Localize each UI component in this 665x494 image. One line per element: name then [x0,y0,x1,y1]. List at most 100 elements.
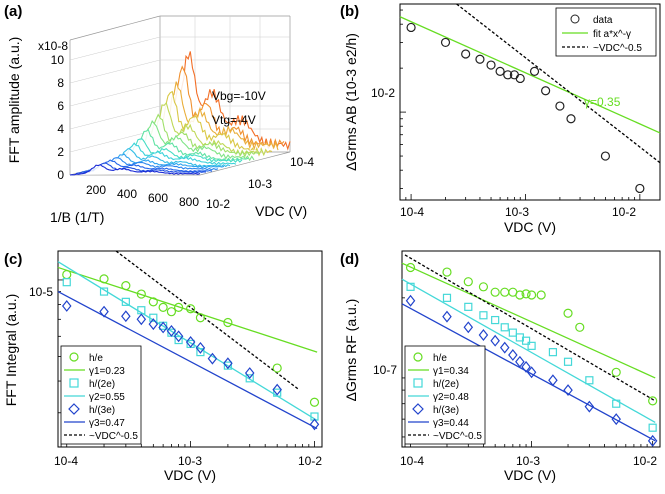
data-point-circle [136,289,146,299]
data-point-diamond [223,357,233,370]
data-point-circle [99,274,109,284]
data-point-circle [521,289,531,299]
panel-a-ylabel: VDC (V) [255,203,307,219]
panel-a-annotation: Vtg=-4V [212,113,256,127]
reference-dashed-line [115,250,300,391]
data-point-circle [611,367,621,377]
panel-a-xtick: 200 [86,183,106,197]
data-point-diamond [99,305,109,318]
panel-c-ytick: 10-5 [29,285,53,299]
data-point-circle [186,304,196,314]
panel-d-legend-label: h/(3e) [433,405,459,416]
data-point-diamond [548,374,558,387]
data-point-square [563,357,573,366]
data-point-circle [62,269,72,280]
panel-d-legend-marker [412,403,424,415]
panel-a-surface-curves [69,51,291,176]
data-point-square [521,336,531,345]
data-point-circle [503,70,513,80]
panel-b-legend-label: data [593,15,613,26]
data-point-circle [500,287,510,297]
data-point-circle [475,54,485,64]
data-point-circle [536,290,546,300]
surface-curve [69,164,201,176]
data-point-diamond [563,384,573,397]
reference-dashed-line [456,3,661,164]
panel-a-xtick: 400 [117,187,137,201]
panel-d-xlabel: VDC (V) [504,467,556,483]
data-point-diamond [136,313,147,326]
data-point-square [121,297,130,306]
panel-b-frame [399,3,661,201]
data-point-square [464,302,473,311]
panel-a-ytick: 10-3 [248,177,272,191]
data-point-circle [463,277,473,287]
data-point-circle [515,73,525,84]
panel-b-xlabel: VDC (V) [504,219,556,235]
panel-d-legend-label: γ3=0.44 [433,418,469,429]
panel-c-legend-box [60,345,142,445]
data-point-diamond [244,367,255,380]
data-point-circle [166,307,177,317]
panel-d-legend-box [404,345,486,445]
data-point-circle [566,114,576,124]
panel-b-xtick: 10-4 [400,205,424,219]
data-point-circle [490,287,500,297]
panel-a-ztick: 10 [51,53,65,67]
data-point-diamond [173,330,184,343]
data-point-diamond [611,413,621,426]
panel-c-legend: h/e γ1=0.23 h/(2e) γ2=0.55 h/(3e) γ3=0.4… [60,345,142,445]
panel-c-legend-label: ~VDC^-0.5 [89,431,138,442]
data-point-square [406,282,415,291]
panel-d-frame [401,250,661,448]
panel-c-xtick: 10-2 [298,454,322,468]
data-point-circle [442,267,452,277]
data-point-circle [223,317,233,328]
panel-a-xlabel: 1/B (1/T) [50,209,104,225]
panel-d-legend: h/e γ1=0.34 h/(2e) γ2=0.48 h/(3e) γ3=0.4… [404,345,486,445]
panel-d-legend-label: γ2=0.48 [433,392,469,403]
data-point-circle [575,322,585,332]
panel-c-xtick: 10-4 [54,454,78,468]
data-point-diamond [405,294,416,307]
data-point-diamond [121,310,131,323]
panel-c-xtick: 10-3 [178,454,202,468]
panel-c-legend-label: γ3=0.47 [89,418,125,429]
panel-b-legend-label: fit a*x^-γ [593,29,631,40]
panel-a: (a) FFT amplitude (a.u.) x10- [4,3,314,225]
data-point-circle [648,396,658,406]
panel-d-ytick: 10-7 [373,363,397,377]
data-point-diamond [515,355,525,368]
data-point-diamond [442,310,452,323]
data-point-circle [478,282,489,292]
panel-d-legend-label: ~VDC^-0.5 [433,431,482,442]
data-point-circle [195,313,206,323]
panel-d-plot-area [401,250,658,447]
data-point-diamond [61,299,72,312]
panel-a-xtick: 600 [148,191,168,205]
data-point-square [500,323,509,332]
panel-c-plot-area [57,250,320,447]
data-point-diamond [185,336,196,348]
data-point-diamond [499,341,510,354]
data-point-square [548,348,558,357]
panel-a-ytick: 10-4 [290,155,314,169]
data-point-circle [309,397,320,407]
panel-a-left-top-edge [69,15,161,41]
panel-a-xtick: 800 [179,195,199,209]
panel-b-legend-label: ~VDC^-0.5 [593,43,642,54]
data-point-diamond [148,318,159,331]
panel-b-legend: data fit a*x^-γ ~VDC^-0.5 [555,7,657,57]
data-point-circle [486,60,496,70]
data-point-diamond [158,321,168,334]
data-point-circle [406,22,416,33]
panel-d-letter: (d) [340,251,359,268]
data-point-square [585,376,594,385]
data-point-diamond [166,324,177,337]
data-point-diamond [478,329,489,341]
panel-b-xtick: 10-2 [612,205,636,219]
data-point-square [62,278,71,287]
data-point-circle [515,290,525,300]
panel-c-legend-marker [69,352,79,362]
